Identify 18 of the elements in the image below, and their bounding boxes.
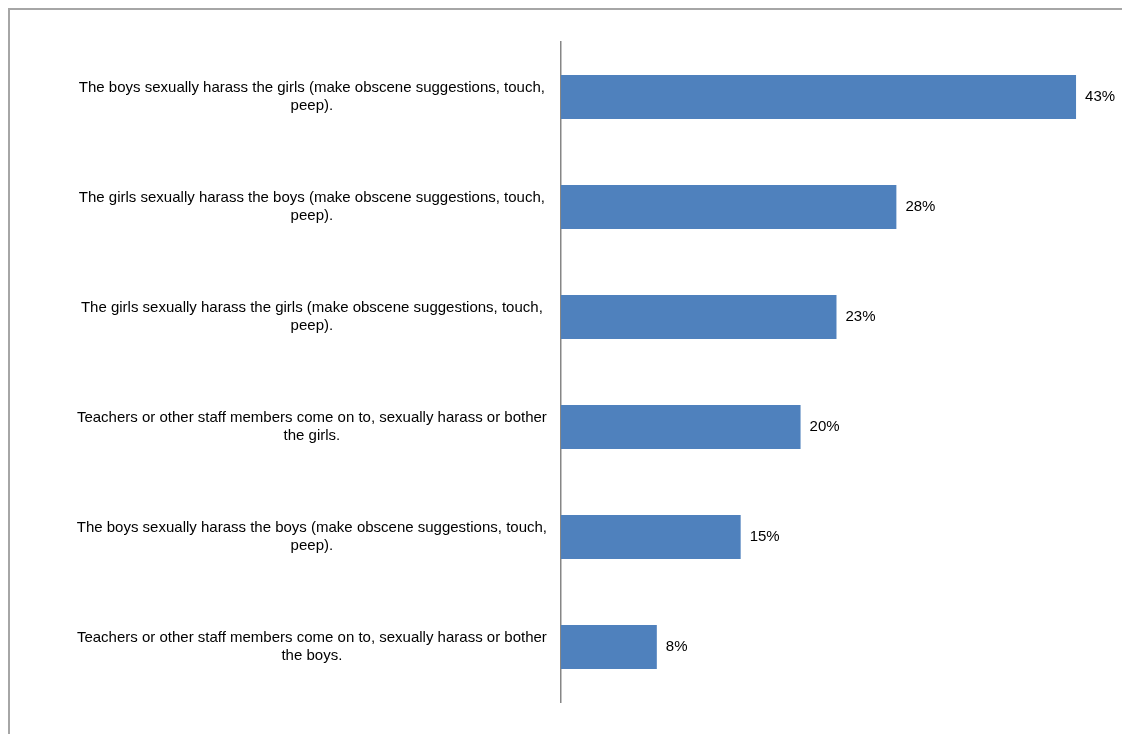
bar [561, 295, 837, 339]
y-tick-label: The girls sexually harass the girls (make obscene suggestions, touch, peep). [80, 298, 543, 334]
bar [561, 515, 741, 559]
bar [561, 185, 897, 229]
y-tick-label: Teachers or other staff members come on to, sexually harass or bother the boys. [76, 628, 547, 664]
data-label: 23% [845, 307, 876, 325]
data-label: 28% [905, 197, 936, 215]
bar [561, 405, 801, 449]
data-label: 43% [1085, 87, 1116, 105]
bar [561, 625, 657, 669]
y-tick-label: The boys sexually harass the boys (make obscene suggestions, touch, peep). [76, 518, 547, 554]
y-tick-label: Teachers or other staff members come on to, sexually harass or bother the girls. [76, 408, 547, 444]
data-label: 15% [749, 527, 780, 545]
y-tick-label: The boys sexually harass the girls (make obscene suggestions, touch, peep). [78, 78, 545, 114]
data-label: 20% [809, 417, 840, 435]
bar [561, 75, 1077, 119]
y-tick-label: The girls sexually harass the boys (make obscene suggestions, touch, peep). [78, 188, 545, 224]
data-label: 8% [665, 637, 688, 655]
